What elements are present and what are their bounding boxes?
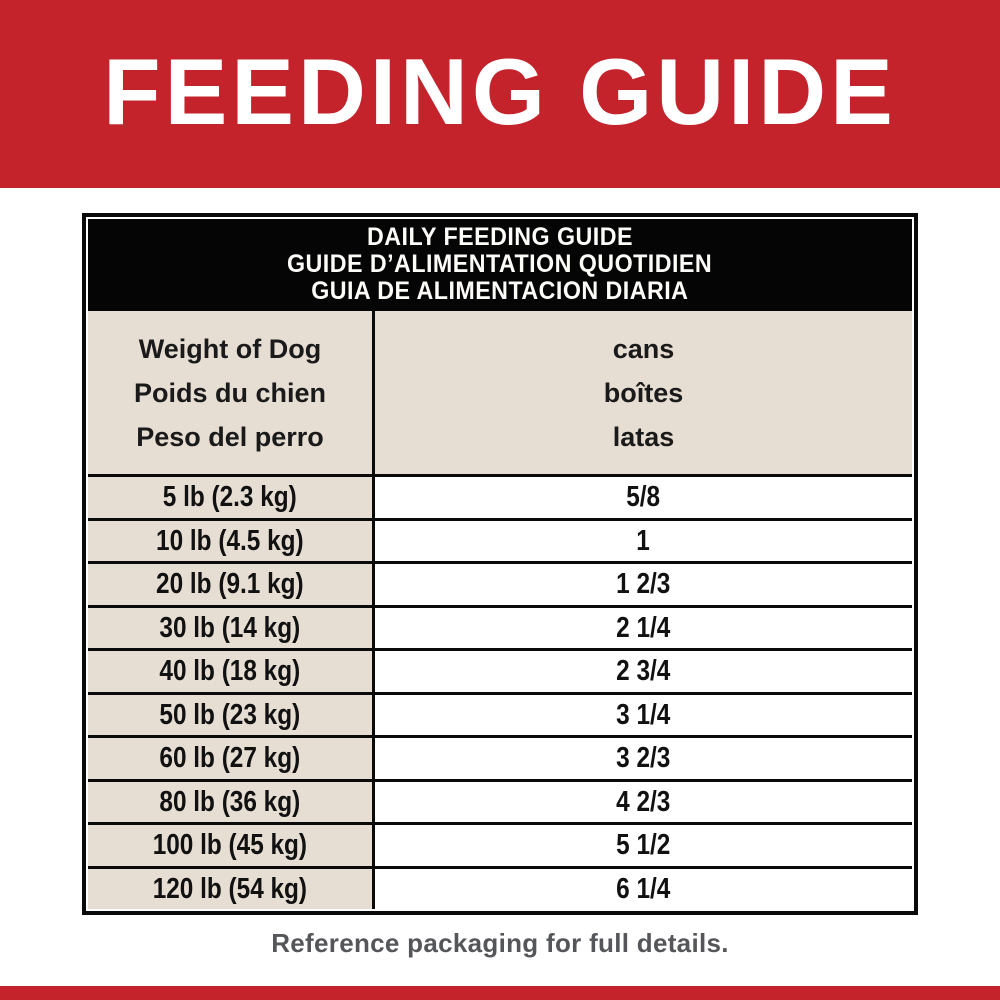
- weight-header-fr: Poids du chien: [133, 377, 327, 408]
- column-header-row: Weight of Dog Poids du chien Peso del pe…: [88, 311, 912, 474]
- weight-cell: 100 lb (45 kg): [88, 825, 375, 866]
- weight-column-header: Weight of Dog Poids du chien Peso del pe…: [88, 311, 375, 474]
- cans-column-header: cans boîtes latas: [375, 311, 912, 474]
- weight-value: 80 lb (36 kg): [159, 785, 301, 818]
- weight-value: 30 lb (14 kg): [159, 611, 301, 644]
- table-title-band: DAILY FEEDING GUIDE GUIDE D’ALIMENTATION…: [88, 219, 912, 311]
- table-title-fr: GUIDE D’ALIMENTATION QUOTIDIEN: [287, 250, 713, 278]
- cans-header-en: cans: [612, 333, 675, 364]
- cans-cell: 6 1/4: [375, 868, 912, 909]
- weight-value: 20 lb (9.1 kg): [156, 568, 304, 600]
- footer-note: Reference packaging for full details.: [271, 928, 729, 958]
- weight-header-es: Peso del perro: [136, 421, 324, 452]
- cans-value: 3 2/3: [616, 742, 671, 774]
- weight-cell: 20 lb (9.1 kg): [88, 564, 375, 605]
- cans-value: 6 1/4: [616, 872, 671, 905]
- cans-cell: 4 2/3: [375, 781, 912, 822]
- cans-cell: 2 1/4: [375, 607, 912, 648]
- cans-cell: 5/8: [375, 477, 912, 518]
- cans-value: 5/8: [626, 481, 661, 513]
- table-title-es: GUIA DE ALIMENTACION DIARIA: [311, 277, 689, 305]
- cans-cell: 3 1/4: [375, 694, 912, 735]
- weight-value: 60 lb (27 kg): [159, 742, 301, 774]
- weight-cell: 10 lb (4.5 kg): [88, 520, 375, 561]
- table-row: 5 lb (2.3 kg) 5/8: [88, 474, 912, 518]
- bottom-red-band: [0, 986, 1000, 1000]
- cans-header-es: latas: [612, 421, 675, 452]
- cans-cell: 1: [375, 520, 912, 561]
- weight-cell: 120 lb (54 kg): [88, 868, 375, 909]
- cans-cell: 1 2/3: [375, 564, 912, 605]
- table-row: 30 lb (14 kg) 2 1/4: [88, 604, 912, 648]
- cans-cell: 2 3/4: [375, 651, 912, 692]
- cans-value: 1: [636, 524, 651, 557]
- cans-value: 2 3/4: [616, 655, 671, 687]
- cans-value: 3 1/4: [616, 698, 671, 731]
- weight-value: 40 lb (18 kg): [159, 655, 301, 687]
- weight-value: 10 lb (4.5 kg): [156, 524, 304, 557]
- table-row: 20 lb (9.1 kg) 1 2/3: [88, 561, 912, 605]
- weight-cell: 80 lb (36 kg): [88, 781, 375, 822]
- weight-value: 5 lb (2.3 kg): [162, 481, 298, 513]
- cans-cell: 5 1/2: [375, 825, 912, 866]
- weight-cell: 40 lb (18 kg): [88, 651, 375, 692]
- cans-value: 2 1/4: [616, 611, 671, 644]
- weight-cell: 50 lb (23 kg): [88, 694, 375, 735]
- weight-value: 120 lb (54 kg): [152, 872, 308, 905]
- weight-cell: 60 lb (27 kg): [88, 738, 375, 779]
- table-row: 40 lb (18 kg) 2 3/4: [88, 648, 912, 692]
- weight-cell: 30 lb (14 kg): [88, 607, 375, 648]
- table-title-en: DAILY FEEDING GUIDE: [367, 223, 633, 251]
- weight-value: 100 lb (45 kg): [152, 829, 308, 861]
- weight-header-en: Weight of Dog: [138, 333, 322, 364]
- table-row: 10 lb (4.5 kg) 1: [88, 517, 912, 561]
- cans-value: 5 1/2: [616, 829, 671, 861]
- table-row: 100 lb (45 kg) 5 1/2: [88, 822, 912, 866]
- table-row: 60 lb (27 kg) 3 2/3: [88, 735, 912, 779]
- table-row: 80 lb (36 kg) 4 2/3: [88, 778, 912, 822]
- cans-value: 4 2/3: [616, 785, 671, 818]
- cans-cell: 3 2/3: [375, 738, 912, 779]
- top-red-banner: FEEDING GUIDE: [0, 0, 1000, 188]
- table-row: 50 lb (23 kg) 3 1/4: [88, 691, 912, 735]
- table-row: 120 lb (54 kg) 6 1/4: [88, 865, 912, 909]
- weight-value: 50 lb (23 kg): [159, 698, 301, 731]
- page-title: FEEDING GUIDE: [103, 39, 897, 144]
- weight-cell: 5 lb (2.3 kg): [88, 477, 375, 518]
- cans-value: 1 2/3: [616, 568, 671, 600]
- daily-feeding-guide-table: DAILY FEEDING GUIDE GUIDE D’ALIMENTATION…: [82, 213, 918, 915]
- cans-header-fr: boîtes: [603, 377, 684, 408]
